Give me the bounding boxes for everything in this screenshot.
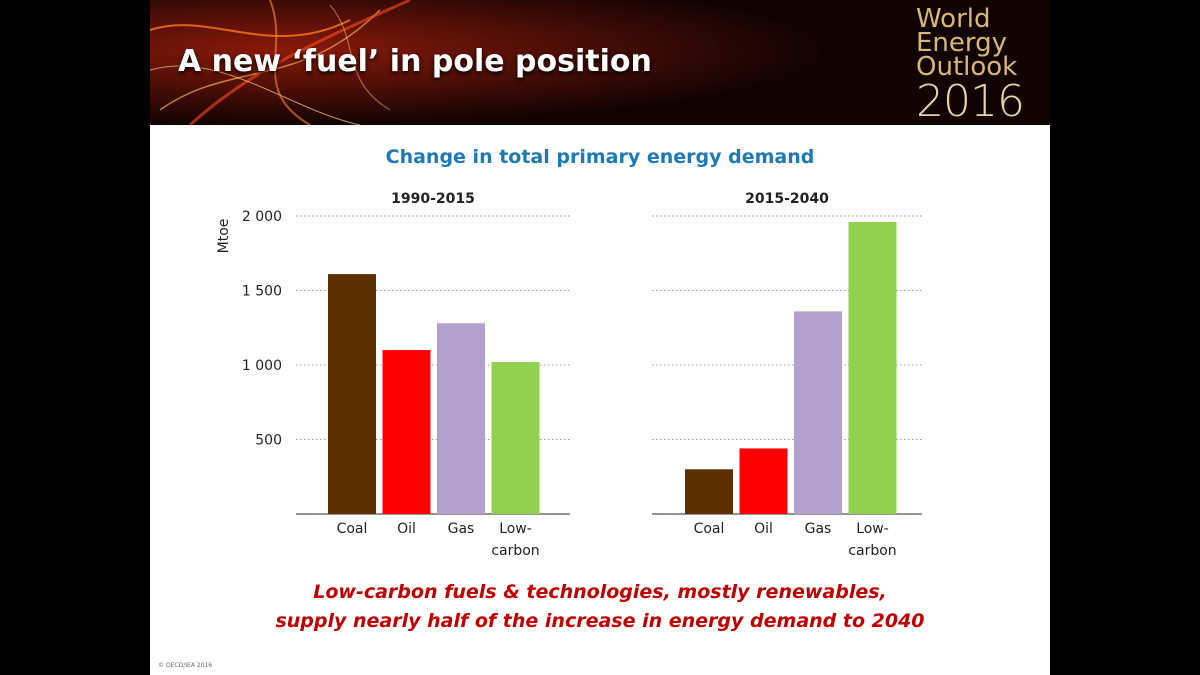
x-tick-label: Low- xyxy=(499,521,532,537)
caption-line-1: Low-carbon fuels & technologies, mostly … xyxy=(313,581,887,603)
world-energy-outlook-logo: World Energy Outlook 2016 xyxy=(916,4,1036,125)
logo-line-outlook: Outlook xyxy=(916,51,1018,82)
x-tick-label: Coal xyxy=(694,521,725,537)
bar-gas xyxy=(794,311,842,514)
bar-gas xyxy=(437,323,485,514)
x-tick-label: carbon xyxy=(491,543,539,559)
bar-low_carbon xyxy=(491,362,540,514)
panel-title: 1990-2015 xyxy=(391,191,475,207)
x-tick-label: Oil xyxy=(397,521,416,537)
x-tick-label: Gas xyxy=(805,521,832,537)
panel-title: 2015-2040 xyxy=(745,191,829,207)
slide: A new ‘fuel’ in pole position World Ener… xyxy=(150,0,1050,675)
caption-line-2: supply nearly half of the increase in en… xyxy=(275,610,925,632)
bar-oil xyxy=(739,448,788,514)
logo-line-world: World xyxy=(916,4,991,34)
y-tick-label: 1 000 xyxy=(242,358,282,374)
bar-coal xyxy=(328,274,376,514)
bar-oil xyxy=(382,350,431,514)
logo-year: 2016 xyxy=(916,75,1025,125)
bar-coal xyxy=(685,469,733,514)
caption: Low-carbon fuels & technologies, mostly … xyxy=(150,578,1050,636)
x-tick-label: Gas xyxy=(448,521,475,537)
x-tick-label: carbon xyxy=(848,543,896,559)
y-tick-label: 1 500 xyxy=(242,284,282,300)
y-tick-label: 500 xyxy=(255,433,282,449)
bar-low_carbon xyxy=(848,221,897,514)
x-tick-label: Low- xyxy=(856,521,889,537)
copyright-notice: © OECD/IEA 2016 xyxy=(158,662,213,669)
logo-line-energy: Energy xyxy=(916,27,1008,58)
y-axis-label: Mtoe xyxy=(216,219,232,254)
chart-title: Change in total primary energy demand xyxy=(385,146,815,168)
bar-chart: Mtoe 500 1 000 1 500 2 000 1990-2015 Coal Oil Ga… xyxy=(216,191,922,559)
decorative-swirl-graphic xyxy=(150,0,1050,125)
y-tick-label: 2 000 xyxy=(242,209,282,225)
title-banner: A new ‘fuel’ in pole position World Ener… xyxy=(150,0,1050,125)
x-tick-label: Oil xyxy=(754,521,773,537)
x-tick-label: Coal xyxy=(337,521,368,537)
slide-title: A new ‘fuel’ in pole position xyxy=(178,44,652,79)
